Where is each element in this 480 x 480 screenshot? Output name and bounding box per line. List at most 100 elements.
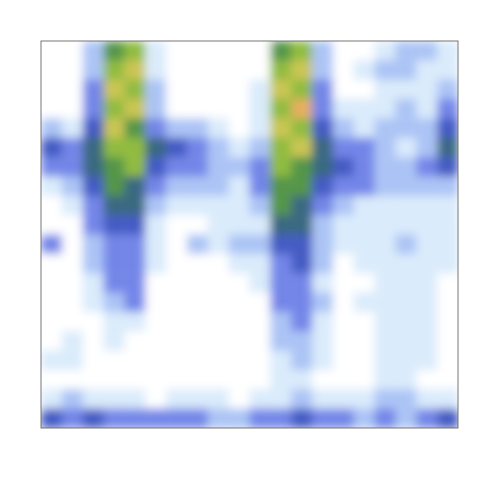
- heat-cell: [145, 254, 166, 274]
- heat-cell: [41, 312, 62, 332]
- heat-cell: [250, 235, 271, 255]
- heat-cell: [208, 235, 229, 255]
- heat-cell: [333, 254, 354, 274]
- heat-cell: [375, 99, 396, 119]
- heat-cell: [416, 331, 437, 351]
- heat-cell: [395, 389, 416, 409]
- heat-cell: [124, 351, 145, 371]
- heat-cell: [437, 196, 458, 216]
- chart: [0, 0, 480, 480]
- heat-cell: [166, 99, 187, 119]
- heat-cell: [104, 370, 125, 390]
- heat-cell: [250, 370, 271, 390]
- heat-cell: [124, 41, 145, 61]
- heat-cell: [104, 389, 125, 409]
- heat-cell: [270, 99, 291, 119]
- heat-cell: [187, 196, 208, 216]
- heat-cell: [124, 99, 145, 119]
- heat-cell: [62, 176, 83, 196]
- heat-cell: [437, 293, 458, 313]
- heat-cell: [416, 273, 437, 293]
- heat-cell: [437, 370, 458, 390]
- heat-cell: [312, 60, 333, 80]
- heat-cell: [83, 351, 104, 371]
- heat-cell: [187, 331, 208, 351]
- heat-cell: [333, 312, 354, 332]
- heat-cell: [395, 409, 416, 428]
- heat-cell: [41, 80, 62, 100]
- heat-cell: [187, 215, 208, 235]
- heat-cell: [124, 118, 145, 138]
- heat-cell: [312, 235, 333, 255]
- heat-cell: [124, 176, 145, 196]
- heat-cell: [145, 99, 166, 119]
- heat-cell: [62, 273, 83, 293]
- heat-cell: [333, 99, 354, 119]
- heat-cell: [41, 351, 62, 371]
- heat-cell: [270, 41, 291, 61]
- heat-cell: [375, 273, 396, 293]
- heat-cell: [312, 138, 333, 158]
- heat-cell: [354, 99, 375, 119]
- heat-cell: [83, 215, 104, 235]
- heat-cell: [187, 157, 208, 177]
- heat-cell: [375, 331, 396, 351]
- heat-cell: [395, 331, 416, 351]
- heat-cell: [166, 41, 187, 61]
- heat-cell: [312, 273, 333, 293]
- heat-cell: [375, 235, 396, 255]
- heat-cell: [124, 80, 145, 100]
- heat-cell: [270, 409, 291, 428]
- heat-cell: [270, 331, 291, 351]
- heat-cell: [62, 312, 83, 332]
- heat-cell: [124, 157, 145, 177]
- heat-cell: [333, 176, 354, 196]
- heat-cell: [62, 409, 83, 428]
- heat-cell: [375, 41, 396, 61]
- heat-cell: [312, 351, 333, 371]
- heat-cell: [208, 254, 229, 274]
- heat-cell: [166, 273, 187, 293]
- heat-cell: [291, 370, 312, 390]
- heat-cell: [62, 196, 83, 216]
- heat-cell: [250, 351, 271, 371]
- heat-cell: [83, 157, 104, 177]
- heat-cell: [437, 60, 458, 80]
- heat-cell: [437, 409, 458, 428]
- heat-cell: [416, 409, 437, 428]
- heat-cell: [250, 312, 271, 332]
- heat-cell: [124, 331, 145, 351]
- heat-cell: [354, 138, 375, 158]
- heat-cell: [333, 235, 354, 255]
- heat-cell: [145, 235, 166, 255]
- heat-cell: [270, 60, 291, 80]
- heat-cell: [62, 293, 83, 313]
- heat-cell: [145, 293, 166, 313]
- heat-cell: [229, 293, 250, 313]
- heat-cell: [41, 60, 62, 80]
- heat-cell: [208, 389, 229, 409]
- heat-cell: [312, 370, 333, 390]
- heat-cell: [145, 157, 166, 177]
- heat-cell: [270, 176, 291, 196]
- heat-cell: [312, 99, 333, 119]
- heat-cell: [354, 157, 375, 177]
- heat-cell: [187, 99, 208, 119]
- heat-cell: [41, 370, 62, 390]
- heat-cell: [41, 254, 62, 274]
- heat-cell: [354, 215, 375, 235]
- heat-cell: [104, 254, 125, 274]
- heat-cell: [291, 273, 312, 293]
- heat-cell: [291, 138, 312, 158]
- heat-cell: [312, 254, 333, 274]
- heat-cell: [291, 99, 312, 119]
- heat-cell: [250, 254, 271, 274]
- heat-cell: [145, 351, 166, 371]
- heat-cell: [333, 409, 354, 428]
- heat-cell: [208, 331, 229, 351]
- heat-cell: [333, 389, 354, 409]
- heat-cell: [270, 293, 291, 313]
- heat-cell: [229, 331, 250, 351]
- heat-cell: [333, 157, 354, 177]
- heat-cell: [208, 157, 229, 177]
